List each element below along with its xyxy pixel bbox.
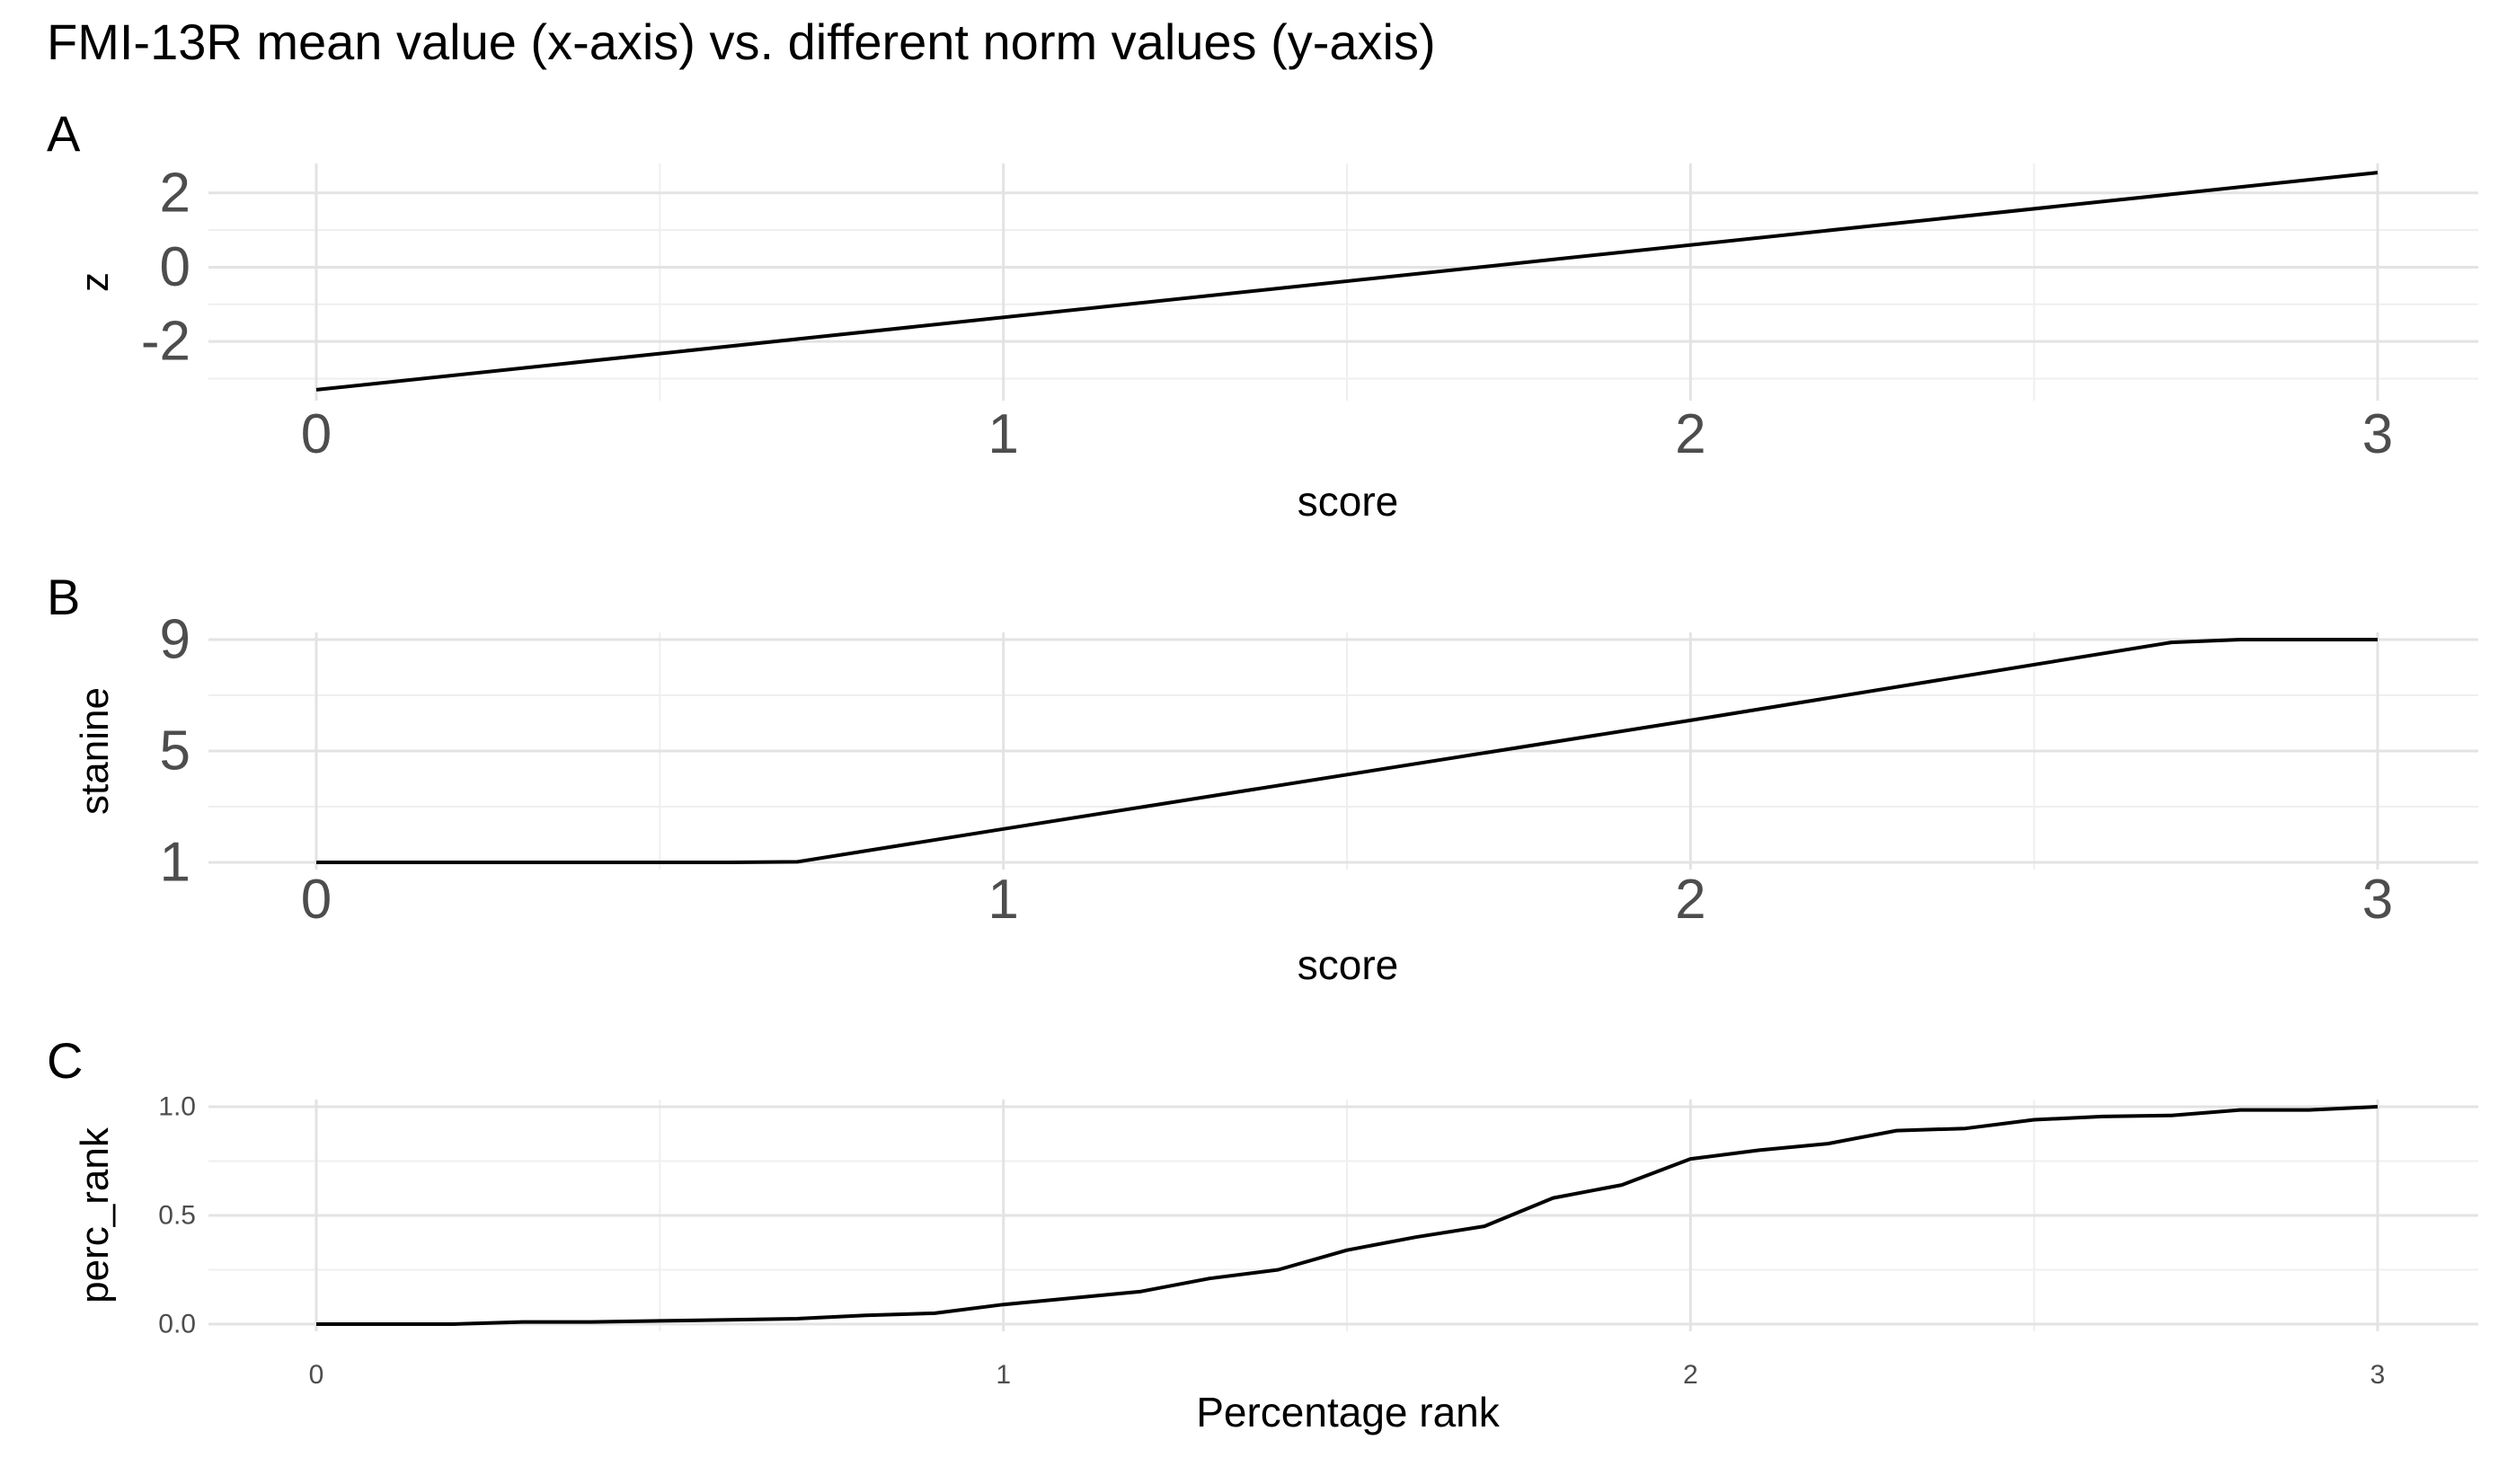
x-tick-label: 3 [2362,869,2393,931]
panel-label: C [47,1032,83,1089]
x-axis-title: score [1298,941,1398,988]
y-tick-label: 0 [160,236,190,298]
y-axis-title: stanine [73,687,117,815]
series-line [316,1105,2379,1326]
y-tick-label: 9 [160,609,190,671]
x-tick-label: 1 [996,1360,1011,1390]
x-tick-label: 3 [2370,1360,2386,1390]
x-tick-label: 2 [1683,1360,1698,1390]
x-tick-label: 0 [309,1360,324,1390]
x-axis-title: Percentage rank [1196,1389,1501,1435]
y-tick-label: -2 [141,311,190,373]
y-tick-label: 1.0 [158,1092,196,1122]
x-tick-label: 2 [1675,403,1705,465]
x-tick-label: 0 [301,403,332,465]
x-tick-label: 3 [2362,403,2393,465]
panel-label: B [47,569,80,625]
x-axis-title: score [1298,478,1398,525]
y-axis-title: z [73,272,117,292]
y-tick-label: 0.5 [158,1201,196,1231]
x-tick-label: 1 [988,869,1018,931]
series-line [316,638,2378,864]
x-tick-label: 1 [988,403,1018,465]
series-line [315,171,2379,392]
y-tick-label: 5 [160,720,190,782]
chart-title: FMI-13R mean value (x-axis) vs. differen… [47,13,1436,70]
x-tick-label: 2 [1675,869,1705,931]
panel-label: A [47,105,81,162]
x-tick-label: 0 [301,869,332,931]
y-axis-title: perc_rank [73,1126,117,1303]
y-tick-label: 2 [160,162,190,224]
y-tick-label: 0.0 [158,1310,196,1339]
y-tick-label: 1 [160,832,190,894]
